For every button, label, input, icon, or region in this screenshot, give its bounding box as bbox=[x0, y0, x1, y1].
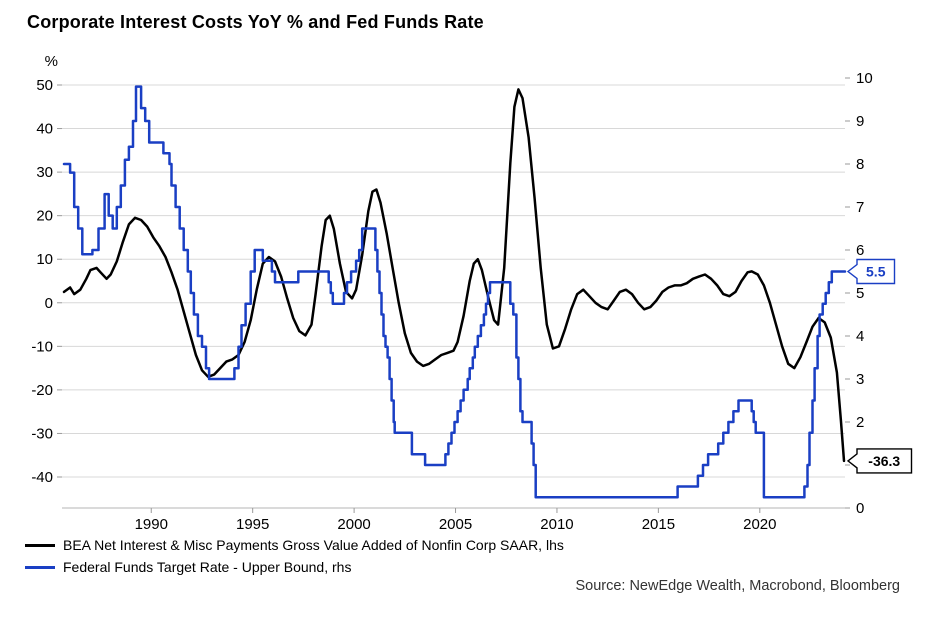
chart-svg: 50 40 30 2010 0 -10 -20 -30 -40 10 9 8 7 6 5 4 3 2 10 1990 1… bbox=[31, 53, 913, 533]
black-line-swatch bbox=[25, 543, 55, 547]
right-axis-tick-label: 0 bbox=[856, 500, 864, 517]
x-axis-tick-label: 2020 bbox=[743, 516, 776, 533]
source-text: Source: NewEdge Wealth, Macrobond, Bloom… bbox=[575, 578, 900, 594]
callout-badge--36.3 bbox=[846, 448, 913, 474]
left-axis-tick-label: -10 bbox=[31, 338, 53, 355]
right-axis-tick-label: 5 bbox=[856, 285, 864, 302]
callout-badge-5.5 bbox=[846, 258, 896, 285]
left-axis-unit-label: % bbox=[45, 53, 58, 70]
x-axis-tick-label: 2000 bbox=[337, 516, 370, 533]
right-axis-tick-label: 9 bbox=[856, 113, 864, 130]
x-axis-tick-label: 2005 bbox=[439, 516, 472, 533]
left-axis-tick-label: 50 bbox=[36, 77, 53, 94]
x-axis-tick-label: 1995 bbox=[236, 516, 269, 533]
blue-line-swatch bbox=[25, 565, 55, 569]
legend-label-bea-net-interest: BEA Net Interest & Misc Payments Gross V… bbox=[63, 537, 564, 553]
right-axis-tick-label: 8 bbox=[856, 156, 864, 173]
right-axis-tick-label: 6 bbox=[856, 242, 864, 259]
left-axis-tick-label: -20 bbox=[31, 382, 53, 399]
right-axis-tick-label: 4 bbox=[856, 328, 864, 345]
legend-label-fed-funds: Federal Funds Target Rate - Upper Bound,… bbox=[63, 559, 352, 575]
right-axis-tick-label: 7 bbox=[856, 199, 864, 216]
left-axis-tick-label: 30 bbox=[36, 164, 53, 181]
callout-label-5.5: 5.5 bbox=[866, 264, 886, 280]
fed-funds-target-line bbox=[62, 85, 847, 499]
left-axis-tick-label: 40 bbox=[36, 121, 53, 138]
left-axis-tick-label: 20 bbox=[36, 208, 53, 225]
x-axis-tick-label: 2015 bbox=[642, 516, 675, 533]
legend: BEA Net Interest & Misc Payments Gross V… bbox=[25, 534, 564, 578]
left-axis-tick-label: -30 bbox=[31, 425, 53, 442]
x-axis-tick-label: 2010 bbox=[540, 516, 573, 533]
legend-item-fed-funds: Federal Funds Target Rate - Upper Bound,… bbox=[25, 556, 564, 578]
right-axis-tick-label: 10 bbox=[856, 70, 873, 87]
chart-title: Corporate Interest Costs YoY % and Fed F… bbox=[27, 12, 484, 32]
x-axis-tick-label: 1990 bbox=[135, 516, 168, 533]
left-axis-tick-label: 0 bbox=[45, 295, 53, 312]
left-axis-tick-label: -40 bbox=[31, 469, 53, 486]
chart-area: 50 40 30 2010 0 -10 -20 -30 -40 10 9 8 7 6 5 4 3 2 10 1990 1… bbox=[0, 50, 936, 550]
callout-label--36.3: -36.3 bbox=[868, 453, 900, 469]
right-axis-tick-label: 3 bbox=[856, 371, 864, 388]
left-axis-tick-label: 10 bbox=[36, 251, 53, 268]
legend-item-bea-net-interest: BEA Net Interest & Misc Payments Gross V… bbox=[25, 534, 564, 556]
right-axis-tick-label: 2 bbox=[856, 414, 864, 431]
bea-net-interest-line bbox=[62, 88, 846, 463]
